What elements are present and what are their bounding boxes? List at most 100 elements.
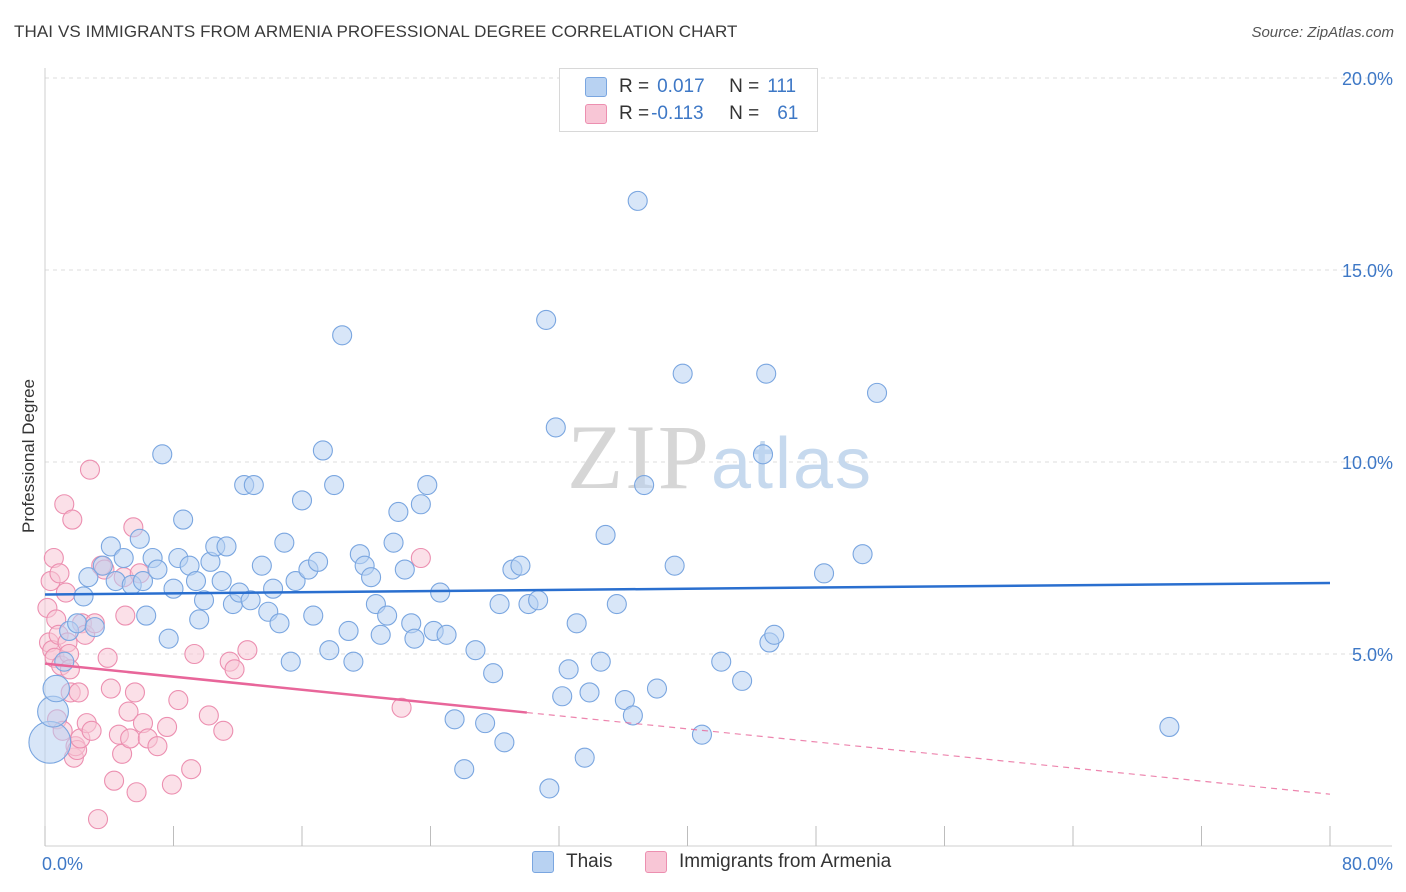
thais-point (445, 710, 464, 729)
legend-swatch-blue (585, 77, 607, 97)
thais-point (93, 556, 112, 575)
armenia-point (116, 606, 135, 625)
series-armenia-points (38, 460, 430, 828)
swatch-blue-icon (532, 851, 554, 873)
thais-point (313, 441, 332, 460)
thais-point (757, 364, 776, 383)
armenia-point (56, 583, 75, 602)
armenia-point (69, 683, 88, 702)
thais-point (395, 560, 414, 579)
armenia-point (125, 683, 144, 702)
thais-point (853, 545, 872, 564)
thais-point (665, 556, 684, 575)
thais-point (559, 660, 578, 679)
thais-point (692, 725, 711, 744)
armenia-point (182, 760, 201, 779)
thais-point (339, 621, 358, 640)
thais-point (275, 533, 294, 552)
thais-point (540, 779, 559, 798)
series-legend: Thais Immigrants from Armenia (0, 851, 1406, 877)
thais-point (575, 748, 594, 767)
thais-point (281, 652, 300, 671)
legend-n-label: N = (729, 76, 759, 98)
thais-point (270, 614, 289, 633)
armenia-point (89, 810, 108, 829)
thais-point (712, 652, 731, 671)
armenia-point (121, 729, 140, 748)
grid-lines (45, 78, 1392, 654)
thais-point (333, 326, 352, 345)
armenia-point (98, 648, 117, 667)
thais-point (130, 529, 149, 548)
armenia-point (225, 660, 244, 679)
armenia-point (238, 641, 257, 660)
watermark: ZIPatlas (567, 406, 873, 508)
legend-item-thais[interactable]: Thais (532, 851, 612, 873)
legend-r-label: R = (619, 76, 649, 98)
legend-item-armenia[interactable]: Immigrants from Armenia (645, 851, 891, 873)
armenia-point (199, 706, 218, 725)
armenia-trend-extension (527, 713, 1330, 795)
legend-item-label: Thais (566, 851, 612, 873)
thais-point (344, 652, 363, 671)
thais-point (252, 556, 271, 575)
legend-r-value: 0.017 (657, 76, 719, 98)
thais-point (418, 476, 437, 495)
armenia-point (101, 679, 120, 698)
thais-point (371, 625, 390, 644)
thais-point (567, 614, 586, 633)
legend-n-value: 61 (777, 103, 798, 125)
thais-point (753, 445, 772, 464)
armenia-point (80, 460, 99, 479)
thais-point (68, 614, 87, 633)
legend-n-value: 111 (767, 76, 796, 98)
scatter-chart: ZIPatlas 5.0%10.0%15.0%20.0%0.0% 80.0% Pr… (0, 0, 1406, 892)
thais-point (591, 652, 610, 671)
armenia-point (411, 549, 430, 568)
legend-row-armenia: R = -0.113 N = 61 (586, 101, 798, 127)
thais-point (186, 572, 205, 591)
thais-point (1160, 717, 1179, 736)
thais-point (537, 310, 556, 329)
thais-point (484, 664, 503, 683)
thais-point (114, 549, 133, 568)
thais-point (495, 733, 514, 752)
thais-point (153, 445, 172, 464)
thais-point (148, 560, 167, 579)
swatch-pink-icon (645, 851, 667, 873)
armenia-point (148, 737, 167, 756)
thais-point (325, 476, 344, 495)
thais-point (466, 641, 485, 660)
thais-point (733, 671, 752, 690)
armenia-point (162, 775, 181, 794)
thais-point (55, 652, 74, 671)
thais-point (628, 191, 647, 210)
armenia-point (169, 691, 188, 710)
y-axis-label: Professional Degree (19, 379, 38, 533)
thais-point (647, 679, 666, 698)
thais-point (607, 595, 626, 614)
armenia-point (214, 721, 233, 740)
y-tick-label: 10.0% (1342, 453, 1393, 473)
thais-point (546, 418, 565, 437)
thais-point (217, 537, 236, 556)
thais-point (43, 675, 69, 701)
thais-point (673, 364, 692, 383)
y-tick-label: 15.0% (1342, 261, 1393, 281)
thais-point (74, 587, 93, 606)
armenia-point (82, 721, 101, 740)
thais-point (476, 714, 495, 733)
legend-swatch-pink (585, 104, 607, 124)
thais-point (765, 625, 784, 644)
legend-r-label: R = (619, 103, 649, 125)
thais-point (309, 552, 328, 571)
thais-point (815, 564, 834, 583)
thais-point (490, 595, 509, 614)
thais-point (244, 476, 263, 495)
thais-point (164, 579, 183, 598)
armenia-point (50, 564, 69, 583)
thais-point (212, 572, 231, 591)
thais-point (384, 533, 403, 552)
thais-point (159, 629, 178, 648)
armenia-point (127, 783, 146, 802)
